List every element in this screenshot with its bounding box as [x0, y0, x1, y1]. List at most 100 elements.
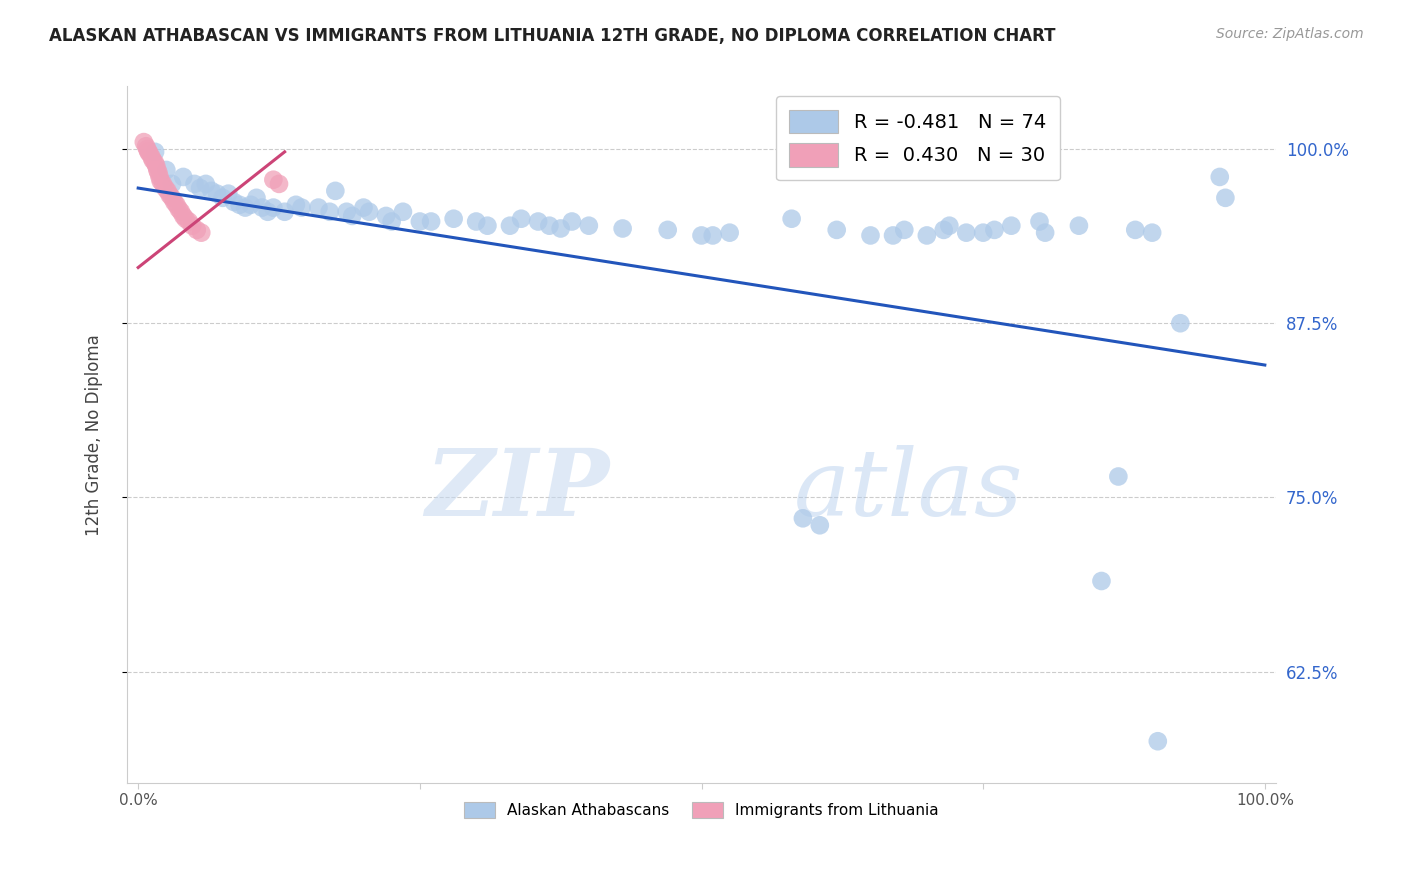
Point: [808, 518, 831, 533]
Point: [142, 153, 165, 168]
Point: [381, 214, 404, 228]
Point: [792, 511, 814, 525]
Point: [972, 226, 994, 240]
Point: [149, 169, 172, 184]
Point: [938, 219, 960, 233]
Point: [1146, 734, 1168, 748]
Point: [160, 177, 183, 191]
Point: [233, 201, 256, 215]
Point: [256, 204, 278, 219]
Point: [143, 156, 166, 170]
Point: [167, 202, 190, 216]
Point: [155, 181, 177, 195]
Point: [319, 204, 342, 219]
Point: [135, 139, 157, 153]
Point: [893, 223, 915, 237]
Point: [527, 214, 550, 228]
Point: [443, 211, 465, 226]
Point: [152, 177, 174, 191]
Point: [217, 186, 239, 201]
Point: [550, 221, 572, 235]
Y-axis label: 12th Grade, No Diploma: 12th Grade, No Diploma: [86, 334, 103, 535]
Point: [160, 191, 183, 205]
Point: [159, 188, 181, 202]
Point: [1033, 226, 1056, 240]
Point: [612, 221, 634, 235]
Point: [1067, 219, 1090, 233]
Point: [156, 184, 179, 198]
Point: [353, 201, 375, 215]
Point: [148, 166, 170, 180]
Point: [825, 223, 848, 237]
Point: [465, 214, 488, 228]
Legend: Alaskan Athabascans, Immigrants from Lithuania: Alaskan Athabascans, Immigrants from Lit…: [458, 796, 945, 824]
Point: [1215, 191, 1237, 205]
Point: [499, 219, 522, 233]
Point: [420, 214, 443, 228]
Point: [690, 228, 713, 243]
Point: [262, 201, 284, 215]
Point: [228, 198, 250, 212]
Point: [290, 201, 312, 215]
Point: [983, 223, 1005, 237]
Point: [245, 191, 267, 205]
Point: [718, 226, 741, 240]
Point: [174, 211, 197, 226]
Point: [780, 211, 803, 226]
Point: [172, 169, 194, 184]
Point: [205, 186, 228, 201]
Point: [510, 211, 533, 226]
Point: [336, 204, 359, 219]
Point: [200, 184, 222, 198]
Point: [211, 191, 233, 205]
Text: ALASKAN ATHABASCAN VS IMMIGRANTS FROM LITHUANIA 12TH GRADE, NO DIPLOMA CORRELATI: ALASKAN ATHABASCAN VS IMMIGRANTS FROM LI…: [49, 27, 1056, 45]
Point: [932, 223, 955, 237]
Point: [1028, 214, 1050, 228]
Point: [702, 228, 724, 243]
Point: [657, 223, 679, 237]
Point: [186, 223, 208, 237]
Point: [163, 194, 186, 209]
Point: [284, 198, 307, 212]
Point: [325, 184, 347, 198]
Point: [155, 163, 177, 178]
Point: [136, 145, 159, 159]
Point: [132, 135, 155, 149]
Point: [181, 219, 204, 233]
Point: [1168, 316, 1191, 330]
Point: [392, 204, 415, 219]
Point: [1090, 574, 1112, 588]
Point: [1107, 469, 1129, 483]
Point: [578, 219, 600, 233]
Point: [1209, 169, 1232, 184]
Point: [166, 198, 188, 212]
Point: [250, 201, 273, 215]
Point: [262, 172, 284, 186]
Point: [859, 228, 882, 243]
Point: [1123, 223, 1146, 237]
Point: [188, 181, 211, 195]
Point: [146, 163, 169, 178]
Point: [183, 177, 205, 191]
Point: [136, 142, 159, 156]
Point: [239, 198, 262, 212]
Point: [273, 204, 295, 219]
Point: [149, 174, 172, 188]
Point: [267, 177, 290, 191]
Point: [145, 159, 167, 173]
Point: [172, 209, 194, 223]
Point: [194, 177, 217, 191]
Text: ZIP: ZIP: [426, 445, 610, 535]
Point: [190, 226, 212, 240]
Point: [177, 214, 200, 228]
Point: [1140, 226, 1163, 240]
Point: [561, 214, 583, 228]
Point: [1000, 219, 1022, 233]
Point: [359, 204, 381, 219]
Point: [409, 214, 432, 228]
Point: [170, 204, 193, 219]
Point: [882, 228, 904, 243]
Point: [955, 226, 977, 240]
Point: [342, 209, 364, 223]
Point: [141, 150, 163, 164]
